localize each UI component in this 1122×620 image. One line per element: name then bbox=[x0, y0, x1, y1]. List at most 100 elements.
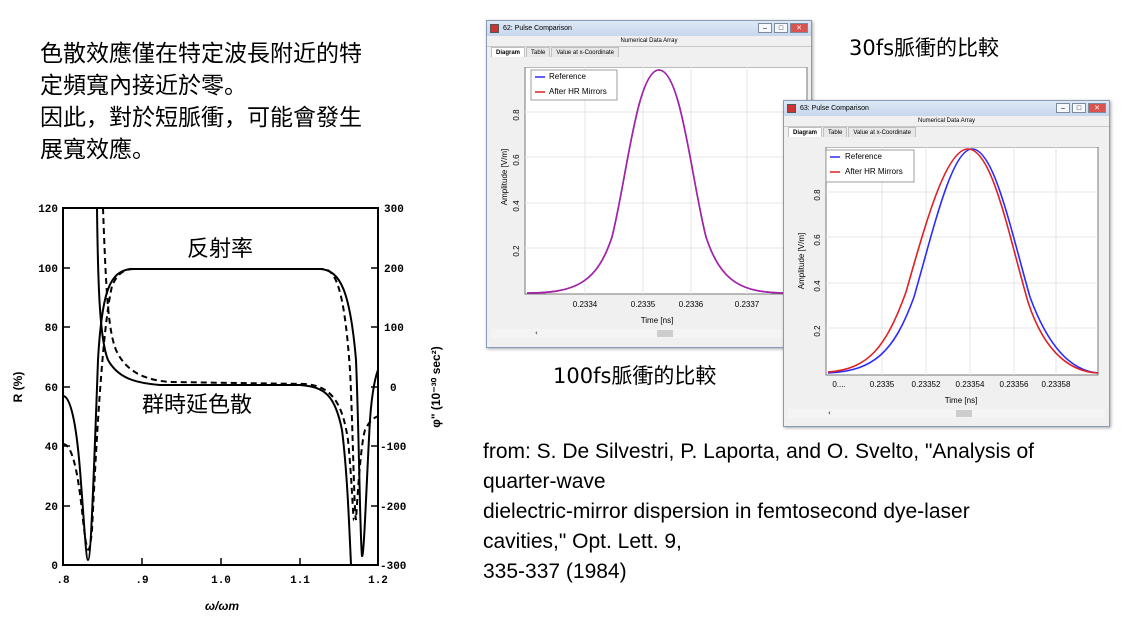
tab-table[interactable]: Table bbox=[526, 47, 551, 57]
reflectivity-label: 反射率 bbox=[187, 237, 253, 262]
right-tick: 300 bbox=[384, 204, 404, 216]
y-axis-label: Amplitude [V/m] bbox=[797, 233, 806, 289]
left-tick: 100 bbox=[38, 264, 58, 276]
pulse-comparison-window-30fs[interactable]: 63: Pulse Comparison – □ ✕ Numerical Dat… bbox=[783, 100, 1110, 427]
pulse-comparison-window-100fs[interactable]: 62: Pulse Comparison – □ ✕ Numerical Dat… bbox=[486, 20, 812, 348]
scroll-thumb[interactable] bbox=[956, 410, 972, 417]
close-icon[interactable]: ✕ bbox=[1088, 103, 1106, 113]
x-axis-label: Time [ns] bbox=[641, 316, 674, 325]
tab-value-at-x[interactable]: Value at x-Coordinate bbox=[551, 47, 619, 57]
pulse-chart-30fs: Reference After HR Mirrors 0.8 0.6 0.4 0… bbox=[797, 147, 1099, 405]
intro-line: 定頻寬內接近於零。 bbox=[40, 73, 247, 99]
maximize-icon[interactable]: □ bbox=[1072, 103, 1086, 113]
legend-after-hr: After HR Mirrors bbox=[845, 167, 903, 176]
minimize-icon[interactable]: – bbox=[758, 23, 772, 33]
horizontal-scrollbar[interactable]: ‹ bbox=[788, 409, 1105, 418]
x-tick: 0.23354 bbox=[956, 380, 985, 389]
window-titlebar[interactable]: 63: Pulse Comparison – □ ✕ bbox=[784, 101, 1109, 116]
right-tick: -300 bbox=[380, 561, 406, 573]
left-tick: 20 bbox=[45, 502, 58, 514]
after-hr-curve bbox=[526, 69, 788, 294]
plot-ticks bbox=[63, 267, 378, 565]
menu-numerical-data[interactable]: Numerical Data Array bbox=[487, 36, 811, 47]
citation-line: 335-337 (1984) bbox=[483, 560, 627, 583]
right-tick: 0 bbox=[390, 383, 397, 395]
y-tick: 0.8 bbox=[512, 109, 521, 121]
right-tick: -100 bbox=[380, 442, 406, 454]
window-title: 63: Pulse Comparison bbox=[800, 105, 869, 112]
x-tick: 1.2 bbox=[368, 575, 388, 587]
window-titlebar[interactable]: 62: Pulse Comparison – □ ✕ bbox=[487, 21, 811, 36]
gdd-dashed-curve bbox=[102, 207, 355, 521]
tab-value-at-x[interactable]: Value at x-Coordinate bbox=[848, 127, 916, 137]
tab-bar: Diagram Table Value at x-Coordinate bbox=[487, 47, 811, 57]
intro-line: 色散效應僅在特定波長附近的特 bbox=[40, 41, 362, 67]
left-tick: 80 bbox=[45, 323, 58, 335]
tab-diagram[interactable]: Diagram bbox=[491, 47, 526, 57]
chart-legend bbox=[825, 149, 915, 183]
tab-bar: Diagram Table Value at x-Coordinate bbox=[784, 127, 1109, 137]
x-tick: 1.0 bbox=[211, 575, 231, 587]
citation-line: from: S. De Silvestri, P. Laporta, and O… bbox=[483, 440, 1034, 463]
left-tick: 40 bbox=[45, 442, 58, 454]
x-tick: 0.2335 bbox=[631, 300, 656, 309]
horizontal-scrollbar[interactable]: ‹ bbox=[491, 329, 807, 338]
x-tick: 0.... bbox=[832, 380, 845, 389]
legend-reference: Reference bbox=[549, 72, 586, 81]
minimize-icon[interactable]: – bbox=[1056, 103, 1070, 113]
pulse-chart-100fs: Reference After HR Mirrors 0.8 0.6 0.4 0… bbox=[500, 67, 808, 325]
citation-line: dielectric-mirror dispersion in femtosec… bbox=[483, 500, 970, 523]
left-tick: 120 bbox=[38, 204, 58, 216]
x-tick: 0.23358 bbox=[1042, 380, 1071, 389]
left-tick: 60 bbox=[45, 383, 58, 395]
y-tick: 0.2 bbox=[813, 325, 822, 337]
legend-reference: Reference bbox=[845, 152, 882, 161]
scroll-left-icon[interactable]: ‹ bbox=[828, 409, 831, 417]
right-tick: 200 bbox=[384, 264, 404, 276]
close-icon[interactable]: ✕ bbox=[790, 23, 808, 33]
scroll-thumb[interactable] bbox=[657, 330, 673, 337]
scroll-left-icon[interactable]: ‹ bbox=[535, 329, 538, 337]
window-title: 62: Pulse Comparison bbox=[503, 25, 572, 32]
citation-line: cavities," Opt. Lett. 9, bbox=[483, 530, 682, 553]
citation-line: quarter-wave bbox=[483, 470, 606, 493]
maximize-icon[interactable]: □ bbox=[774, 23, 788, 33]
left-axis-label: R (%) bbox=[11, 372, 25, 403]
intro-text: 色散效應僅在特定波長附近的特 定頻寬內接近於零。 因此，對於短脈衝，可能會發生 … bbox=[40, 38, 430, 166]
intro-line: 因此，對於短脈衝，可能會發生 bbox=[40, 105, 362, 131]
intro-line: 展寬效應。 bbox=[40, 137, 155, 163]
x-tick: 0.2336 bbox=[679, 300, 704, 309]
chart-legend bbox=[530, 69, 618, 101]
reflectivity-dispersion-plot: 120 100 80 60 40 20 0 300 200 100 0 -100… bbox=[11, 204, 443, 613]
x-tick: .8 bbox=[56, 575, 70, 587]
tab-diagram[interactable]: Diagram bbox=[788, 127, 823, 137]
reflectivity-dashed-curve bbox=[62, 268, 379, 551]
x-tick: 0.2334 bbox=[573, 300, 598, 309]
legend-after-hr: After HR Mirrors bbox=[549, 87, 607, 96]
right-tick: -200 bbox=[380, 502, 406, 514]
x-tick: 0.2337 bbox=[735, 300, 760, 309]
after-hr-curve bbox=[827, 148, 1099, 374]
caption-100fs: 100fs脈衝的比較 bbox=[553, 364, 717, 388]
menu-numerical-data[interactable]: Numerical Data Array bbox=[784, 116, 1109, 127]
left-tick: 0 bbox=[51, 561, 58, 573]
x-tick: 1.1 bbox=[290, 575, 310, 587]
y-tick: 0.2 bbox=[512, 245, 521, 257]
y-tick: 0.4 bbox=[512, 200, 521, 212]
citation-text: from: S. De Silvestri, P. Laporta, and O… bbox=[483, 437, 1113, 587]
x-axis-label: Time [ns] bbox=[945, 396, 978, 405]
y-tick: 0.4 bbox=[813, 280, 822, 292]
right-tick: 100 bbox=[384, 323, 404, 335]
right-axis-label: φ" (10⁻³⁰ sec²) bbox=[429, 346, 443, 427]
app-icon bbox=[787, 104, 796, 113]
gdd-label: 群時延色散 bbox=[142, 393, 252, 418]
x-tick: 0.23352 bbox=[912, 380, 941, 389]
caption-30fs: 30fs脈衝的比較 bbox=[849, 36, 1000, 60]
x-tick: 0.23356 bbox=[1000, 380, 1029, 389]
tab-table[interactable]: Table bbox=[823, 127, 848, 137]
x-tick: 0.2335 bbox=[870, 380, 895, 389]
x-axis-label: ω/ωm bbox=[205, 599, 239, 613]
gdd-solid-curve bbox=[96, 207, 352, 566]
y-tick: 0.6 bbox=[813, 234, 822, 246]
x-tick: .9 bbox=[135, 575, 148, 587]
